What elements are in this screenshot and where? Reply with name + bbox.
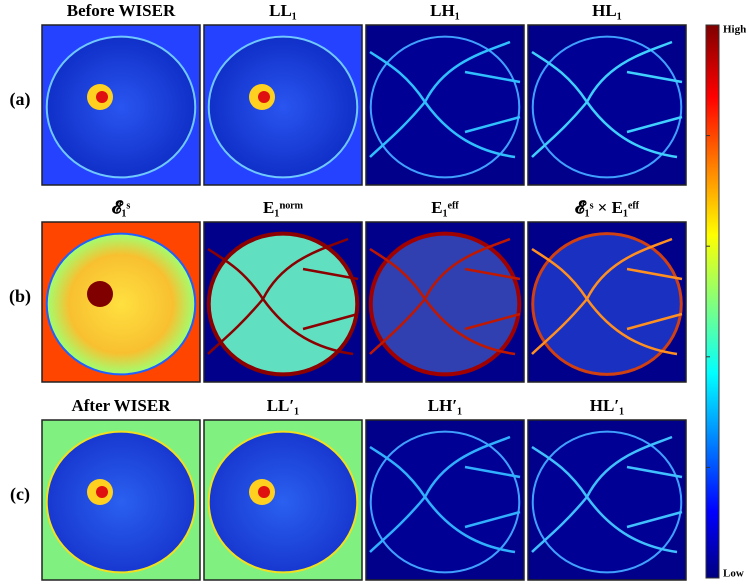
fundus [371,37,520,178]
fundus [371,432,520,573]
panel-title: E₁ⁿᵒʳᵐ [263,198,304,217]
fundus [47,37,196,178]
panel-image [528,25,686,185]
figure-canvas: High Low (a) Before WISER LL₁ LH₁ HL₁ (b) 𝓔₁ˢ E… [0,0,749,588]
panel-image [204,420,362,580]
panel-title: HL₁ [592,1,622,20]
panel-title: HL′₁ [590,396,624,415]
panel-title: After WISER [71,396,171,415]
panel-image [204,25,362,185]
fundus [533,432,682,573]
panel-title: Before WISER [67,1,176,20]
fundus [47,234,196,375]
panel-image [366,420,524,580]
panel-image [366,25,524,185]
row-label: (b) [9,286,31,307]
panel-title: E₁ᵉᶠᶠ [431,198,459,217]
panel-title: 𝓔₁ˢ × E₁ᵉᶠᶠ [575,198,640,217]
colorbar-high: High [723,24,746,36]
colorbar [706,25,719,578]
row-label: (a) [10,89,31,110]
panel-image [366,222,524,382]
colorbar-low: Low [723,568,744,580]
fundus [533,234,682,375]
fundus [209,432,358,573]
panel-image [42,25,200,185]
panel-image [528,420,686,580]
row-label: (c) [10,484,30,505]
fundus [209,234,358,375]
panel-image [42,420,200,580]
panel-title: LH′₁ [428,396,462,415]
fundus [371,234,520,375]
panel-image [42,222,200,382]
panel-image [528,222,686,382]
optic-disc-core [96,91,108,103]
panel-title: 𝓔₁ˢ [112,198,131,217]
optic-disc [87,281,113,307]
panel-title: LL′₁ [267,396,300,415]
figure: High Low (a) Before WISER LL₁ LH₁ HL₁ (b) 𝓔₁ˢ E… [0,0,749,588]
fundus [47,432,196,573]
fundus [209,37,358,178]
panel-image [204,222,362,382]
panel-title: LH₁ [430,1,460,20]
panel-title: LL₁ [269,1,297,20]
fundus [533,37,682,178]
optic-disc-core [258,91,270,103]
optic-disc-core [96,486,108,498]
optic-disc-core [258,486,270,498]
